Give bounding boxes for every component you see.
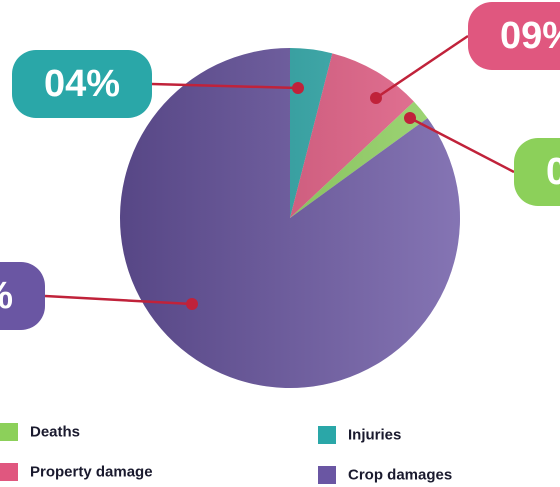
callout-line — [44, 294, 193, 306]
value-pill — [468, 2, 560, 70]
callout-line — [151, 82, 299, 90]
legend-swatch — [0, 423, 18, 441]
legend-label: Deaths — [30, 424, 80, 441]
legend-swatch — [318, 426, 336, 444]
value-pill — [0, 262, 45, 330]
legend-label: Property damage — [30, 464, 153, 481]
callout-dot — [370, 92, 382, 104]
legend-label: Crop damages — [348, 467, 452, 484]
value-pill — [12, 50, 152, 118]
legend-swatch — [318, 466, 336, 484]
value-pill — [514, 138, 560, 206]
legend-swatch — [0, 463, 18, 481]
value-label: 02% — [546, 151, 560, 193]
callout-dot — [186, 298, 198, 310]
callout-line — [375, 34, 469, 100]
value-label: 09% — [500, 15, 560, 57]
callout-dot — [404, 112, 416, 124]
value-label: 04% — [44, 63, 120, 105]
value-label: 85% — [0, 275, 13, 317]
callout-line — [409, 116, 515, 174]
callout-dot — [292, 82, 304, 94]
legend-label: Injuries — [348, 427, 401, 444]
